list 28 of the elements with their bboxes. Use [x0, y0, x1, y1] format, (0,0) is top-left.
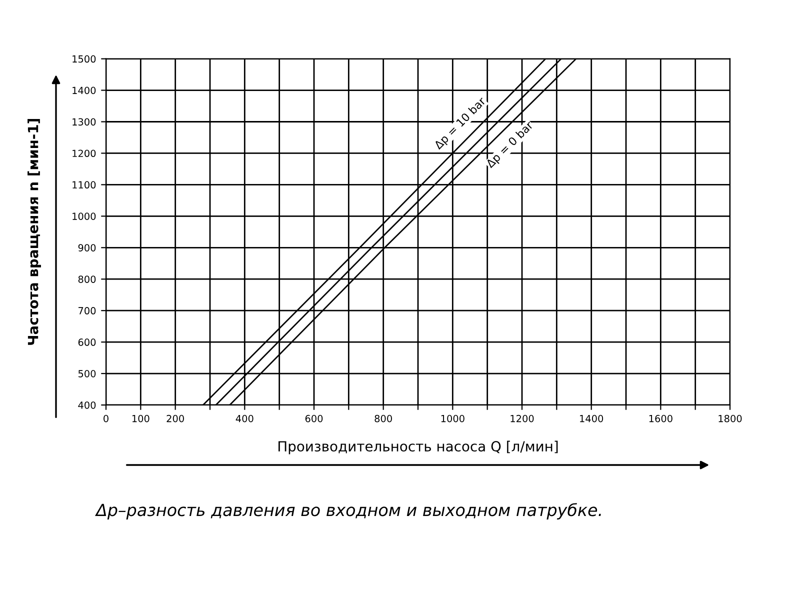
- x-tick-label: 100: [132, 414, 150, 422]
- y-tick-label: 1100: [72, 181, 96, 189]
- y-tick-label: 1200: [72, 150, 96, 158]
- x-tick-label: 400: [236, 414, 254, 422]
- y-axis-title: Частота вращения n [мин-1]: [28, 119, 41, 345]
- x-tick-label: 1200: [510, 414, 534, 422]
- x-tick-label: 1000: [441, 414, 464, 422]
- y-tick-label: 1300: [72, 118, 96, 126]
- y-tick-label: 900: [78, 244, 96, 252]
- x-tick-label: 1400: [580, 414, 604, 422]
- text: Δp = 0 bar: [485, 120, 536, 170]
- y-tick-label: 700: [78, 307, 96, 314]
- x-tick-label: 600: [305, 414, 323, 422]
- x-tick-label: 1600: [649, 414, 672, 422]
- y-tick-label: 800: [78, 276, 96, 283]
- x-tick-label: 200: [166, 414, 184, 422]
- y-tick-label: 600: [78, 338, 96, 346]
- text: Δр–разность давления во входном и выходном патрубке.: [94, 503, 601, 520]
- y-tick-label: 500: [78, 370, 96, 378]
- x-tick-label: 800: [374, 414, 392, 422]
- x-tick-label: 0: [104, 414, 108, 422]
- y-tick-label: 1500: [72, 55, 96, 63]
- x-tick-label: 1800: [718, 414, 742, 422]
- y-tick-label: 1400: [72, 86, 96, 94]
- x-axis-title: Производительность насоса Q [л/мин]: [278, 440, 558, 454]
- y-tick-label: 400: [78, 401, 96, 409]
- y-tick-label: 1000: [72, 212, 96, 220]
- text: Δp = 10 bar: [433, 96, 488, 152]
